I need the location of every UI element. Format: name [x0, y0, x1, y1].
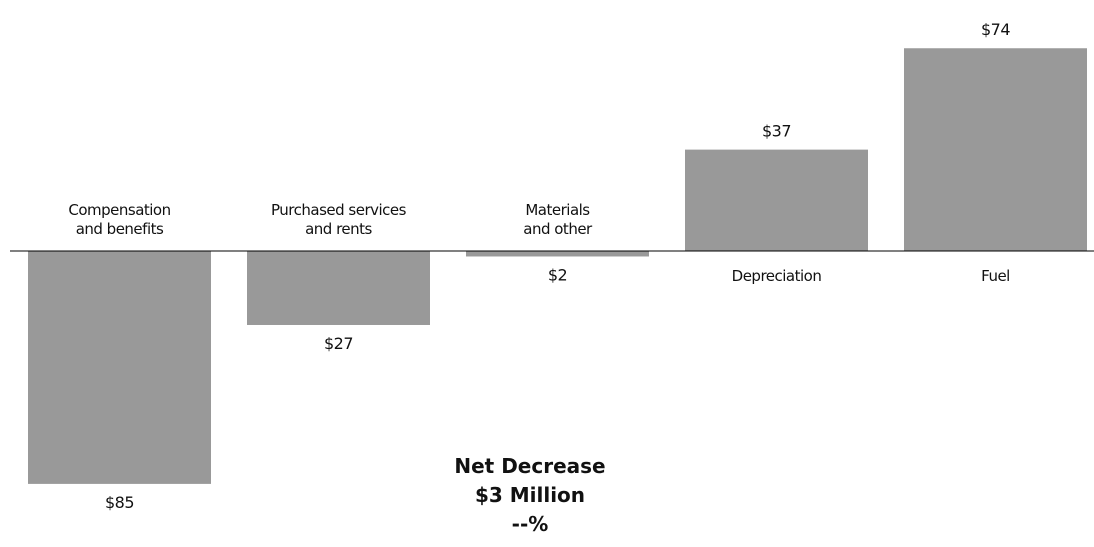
- net-change-summary: Net Decrease $3 Million --%: [430, 452, 630, 539]
- bar-1: [247, 251, 430, 325]
- category-label-2-1: and other: [523, 220, 593, 238]
- bar-3: [685, 149, 868, 251]
- category-label-2-0: Materials: [525, 201, 590, 219]
- bar-2: [466, 251, 649, 257]
- value-label-1: $27: [324, 334, 353, 353]
- value-label-3: $37: [762, 122, 791, 141]
- category-label-0-0: Compensation: [68, 201, 170, 219]
- bar-4: [904, 48, 1087, 251]
- summary-amount: $3 Million: [474, 483, 586, 507]
- bars-group: [28, 48, 1087, 484]
- summary-heading: Net Decrease: [454, 454, 606, 478]
- bar-0: [28, 251, 211, 484]
- value-label-0: $85: [105, 493, 134, 512]
- value-label-4: $74: [981, 20, 1010, 39]
- category-label-1-1: and rents: [305, 220, 372, 238]
- summary-percent: --%: [511, 512, 549, 536]
- category-label-4-0: Fuel: [981, 267, 1010, 285]
- category-label-0-1: and benefits: [76, 220, 164, 238]
- value-label-2: $2: [548, 265, 567, 284]
- category-label-1-0: Purchased services: [271, 201, 407, 219]
- category-label-3-0: Depreciation: [732, 267, 822, 285]
